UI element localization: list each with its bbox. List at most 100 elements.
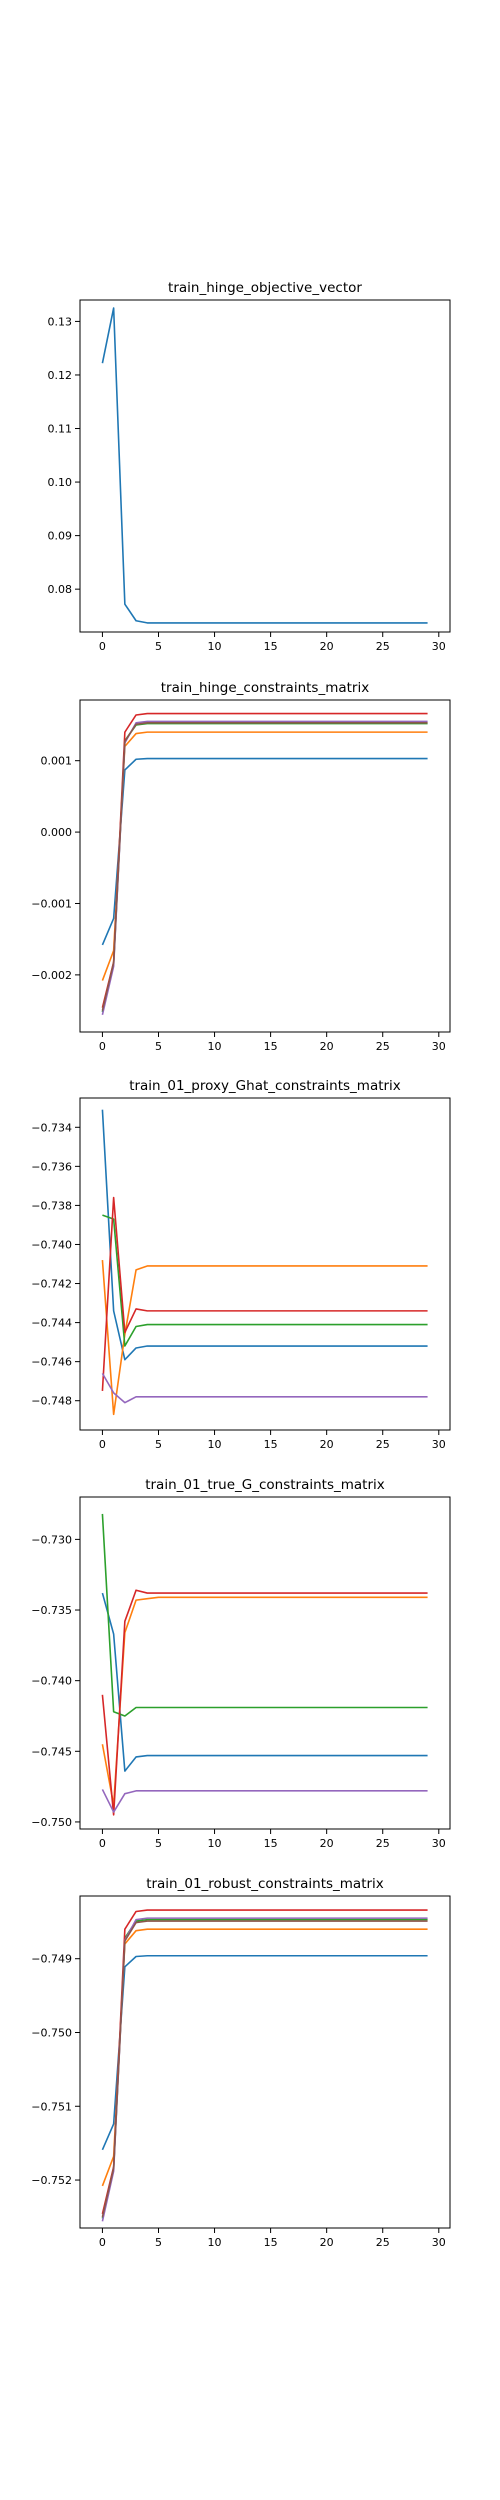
series-line-5: [101, 1372, 428, 1404]
x-tick-label: 10: [208, 1438, 222, 1451]
y-tick-label: 0.000: [41, 826, 73, 839]
series-line-3: [101, 1513, 428, 1717]
subplot-title: train_01_robust_constraints_matrix: [146, 1876, 384, 1892]
x-tick-label: 25: [376, 1837, 390, 1850]
y-tick-label: −0.742: [31, 1278, 72, 1291]
y-tick-label: −0.750: [31, 2026, 72, 2039]
series-line-2: [101, 731, 428, 981]
x-tick-label: 10: [208, 1837, 222, 1850]
series-line-3: [101, 722, 428, 1013]
series-line-1: [101, 1954, 428, 2151]
y-tick-label: −0.750: [31, 1816, 72, 1829]
y-tick-label: −0.738: [31, 1199, 72, 1212]
series-line-4: [101, 1196, 428, 1391]
x-tick-label: 30: [432, 1837, 446, 1850]
x-tick-label: 0: [99, 1837, 106, 1850]
y-tick-label: −0.735: [31, 1604, 72, 1617]
x-tick-label: 30: [432, 1438, 446, 1451]
x-tick-label: 15: [264, 640, 278, 653]
x-tick-label: 0: [99, 1040, 106, 1053]
y-tick-label: −0.749: [31, 1953, 72, 1966]
x-tick-label: 15: [264, 2236, 278, 2249]
x-tick-label: 5: [155, 2236, 162, 2249]
y-tick-label: −0.001: [31, 897, 72, 910]
y-tick-label: 0.08: [48, 583, 73, 596]
x-tick-label: 25: [376, 2236, 390, 2249]
x-tick-label: 20: [320, 2236, 334, 2249]
series-line-1: [101, 1592, 428, 1772]
y-tick-label: −0.740: [31, 1675, 72, 1688]
series-line-3: [102, 1214, 428, 1347]
series-line-2: [101, 1928, 428, 2187]
series-line-3: [101, 1918, 428, 2219]
x-tick-label: 0: [99, 2236, 106, 2249]
subplot-title: train_01_proxy_Ghat_constraints_matrix: [129, 1078, 401, 1094]
x-tick-label: 25: [376, 1040, 390, 1053]
series-line-4: [101, 712, 428, 1008]
y-tick-label: −0.752: [31, 2174, 72, 2187]
y-tick-label: −0.740: [31, 1238, 72, 1251]
x-tick-label: 10: [208, 2236, 222, 2249]
x-tick-label: 5: [155, 1438, 162, 1451]
series-line-4: [101, 1589, 428, 1816]
series-line-1: [101, 757, 428, 946]
x-tick-label: 5: [155, 1837, 162, 1850]
x-tick-label: 20: [320, 1438, 334, 1451]
y-tick-label: −0.736: [31, 1160, 72, 1173]
subplot-title: train_01_true_G_constraints_matrix: [145, 1477, 385, 1493]
y-tick-label: −0.002: [31, 969, 72, 982]
series-line-5: [101, 1917, 428, 2222]
x-tick-label: 10: [208, 640, 222, 653]
series-line-6: [101, 1920, 428, 2218]
y-tick-label: 0.10: [48, 476, 73, 489]
x-tick-label: 15: [264, 1040, 278, 1053]
axes-frame: [79, 1097, 451, 1431]
subplot-1: train_hinge_objective_vector 0 5 10 15 20 25 30…: [48, 280, 451, 653]
x-tick-label: 30: [432, 2236, 446, 2249]
y-tick-label: −0.730: [31, 1533, 72, 1546]
y-tick-label: 0.09: [48, 530, 73, 543]
series-line-2: [101, 1596, 428, 1806]
axes-frame: [79, 1895, 451, 2229]
y-tick-label: −0.748: [31, 1395, 72, 1408]
x-tick-label: 20: [320, 640, 334, 653]
x-tick-label: 30: [432, 640, 446, 653]
y-tick-label: 0.11: [48, 423, 73, 436]
y-tick-label: −0.744: [31, 1317, 72, 1330]
y-tick-label: −0.745: [31, 1745, 72, 1758]
x-tick-label: 5: [155, 640, 162, 653]
subplot-3: train_01_proxy_Ghat_constraints_matrix 0 5…: [31, 1078, 451, 1451]
series-line-6: [101, 722, 428, 1011]
x-tick-label: 15: [264, 1438, 278, 1451]
series-line-4: [101, 1909, 428, 2215]
series-line-1: [101, 1109, 428, 1361]
axes-frame: [79, 1496, 451, 1830]
y-tick-label: 0.001: [41, 755, 73, 768]
y-tick-label: −0.751: [31, 2100, 72, 2113]
x-tick-label: 20: [320, 1040, 334, 1053]
subplot-title: train_hinge_objective_vector: [168, 280, 362, 296]
x-tick-label: 30: [432, 1040, 446, 1053]
subplot-2: train_hinge_constraints_matrix 0 5 10 15 20 25…: [31, 680, 451, 1053]
y-tick-label: −0.734: [31, 1121, 72, 1134]
axes-frame: [79, 699, 451, 1033]
x-tick-label: 0: [99, 640, 106, 653]
x-tick-label: 5: [155, 1040, 162, 1053]
subplot-title: train_hinge_constraints_matrix: [161, 680, 369, 696]
y-tick-label: 0.13: [48, 315, 73, 328]
x-tick-label: 15: [264, 1837, 278, 1850]
series-line-5: [101, 1789, 428, 1813]
x-tick-label: 25: [376, 1438, 390, 1451]
y-tick-label: −0.746: [31, 1356, 72, 1369]
y-tick-label: 0.12: [48, 369, 73, 382]
series-line-5: [101, 720, 428, 1016]
series-line-1: [101, 307, 428, 624]
subplot-4: train_01_true_G_constraints_matrix 0 5 10 15…: [31, 1477, 451, 1850]
axes-frame: [79, 299, 451, 633]
x-tick-label: 0: [99, 1438, 106, 1451]
x-tick-label: 20: [320, 1837, 334, 1850]
series-line-2: [101, 1260, 428, 1416]
subplot-5: train_01_robust_constraints_matrix 0 5 10 15…: [31, 1876, 451, 2249]
x-tick-label: 25: [376, 640, 390, 653]
